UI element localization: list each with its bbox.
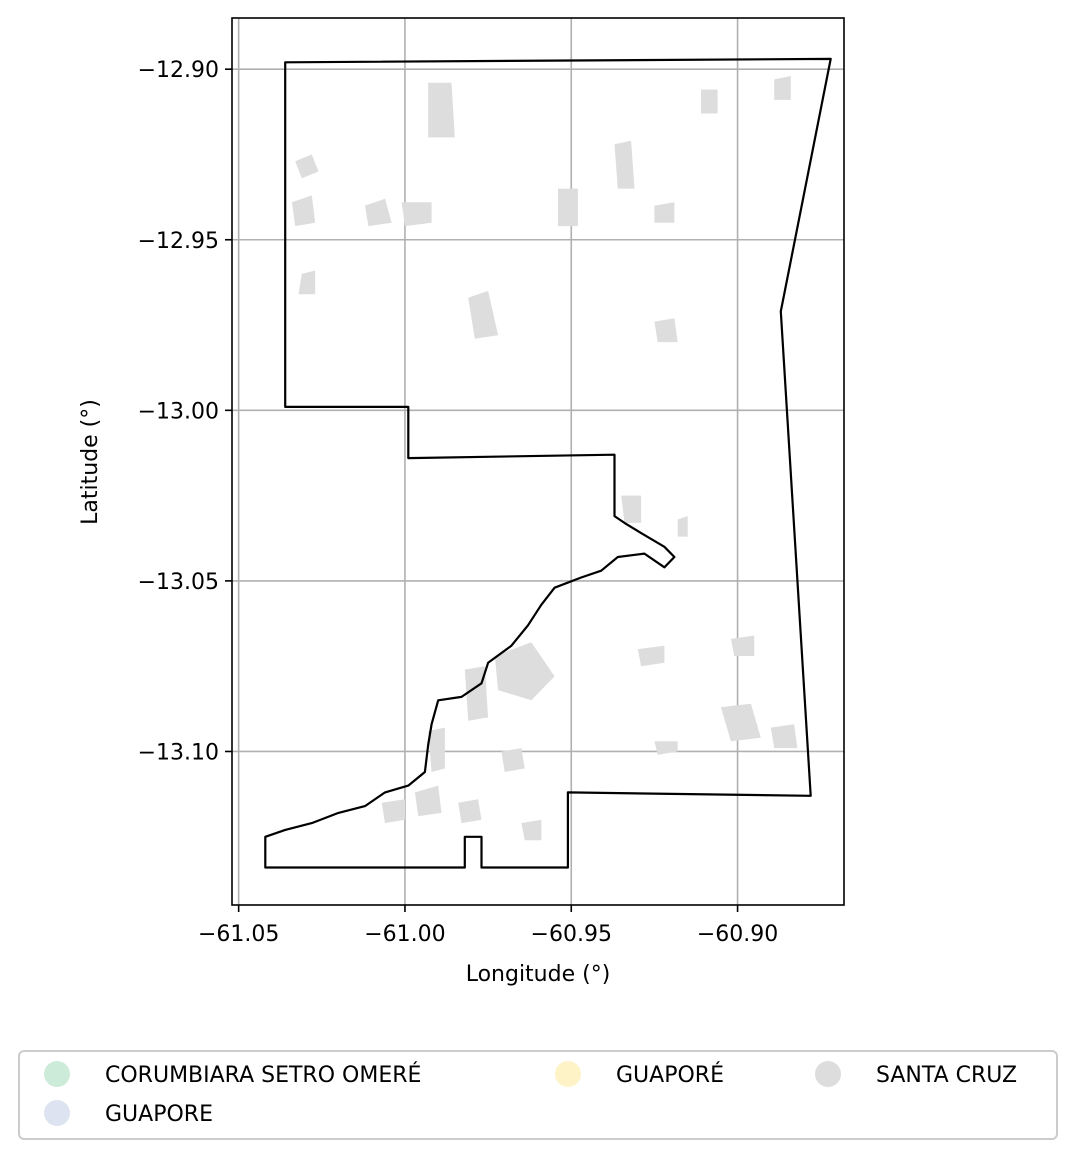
santa-cruz-region bbox=[428, 727, 445, 772]
legend-marker-guapore-accent bbox=[555, 1061, 581, 1087]
x-tick-label: −60.95 bbox=[531, 922, 612, 947]
x-axis: −61.05 −61.00 −60.95 −60.90 bbox=[198, 905, 778, 947]
santa-cruz-region bbox=[401, 202, 432, 227]
legend: CORUMBIARA SETRO OMERÉ GUAPORÉ SANTA CRU… bbox=[18, 1050, 1058, 1140]
santa-cruz-region bbox=[458, 799, 482, 824]
santa-cruz-region bbox=[621, 495, 642, 523]
santa-cruz-region bbox=[295, 154, 319, 179]
y-tick-label: −13.05 bbox=[138, 570, 219, 595]
santa-cruz-region bbox=[720, 703, 761, 742]
y-axis-label: Latitude (°) bbox=[78, 399, 103, 525]
santa-cruz-region bbox=[494, 642, 555, 701]
legend-marker-santa-cruz bbox=[815, 1061, 841, 1087]
y-tick-label: −13.00 bbox=[138, 399, 219, 424]
y-tick-label: −13.10 bbox=[138, 740, 219, 765]
santa-cruz-region bbox=[414, 785, 442, 817]
santa-cruz-region bbox=[614, 140, 635, 189]
y-axis: −12.90 −12.95 −13.00 −13.05 −13.10 bbox=[138, 58, 232, 765]
santa-cruz-region bbox=[428, 82, 455, 138]
santa-cruz-region bbox=[654, 741, 678, 755]
santa-cruz-region bbox=[558, 188, 578, 227]
santa-cruz-region bbox=[774, 76, 791, 100]
santa-cruz-region bbox=[654, 202, 675, 223]
legend-marker-guapore bbox=[44, 1100, 70, 1126]
santa-cruz-region bbox=[730, 635, 755, 656]
santa-cruz-region bbox=[637, 645, 665, 667]
x-axis-label: Longitude (°) bbox=[466, 962, 611, 987]
legend-label-santa-cruz: SANTA CRUZ bbox=[876, 1063, 1017, 1088]
santa-cruz-regions bbox=[291, 76, 798, 841]
santa-cruz-region bbox=[298, 270, 316, 295]
santa-cruz-region bbox=[521, 819, 542, 841]
legend-frame bbox=[18, 1050, 1058, 1140]
municipality-boundary bbox=[264, 57, 832, 869]
santa-cruz-region bbox=[468, 290, 499, 339]
legend-label-corumbiara: CORUMBIARA SETRO OMERÉ bbox=[105, 1062, 421, 1088]
x-tick-label: −61.05 bbox=[198, 922, 279, 947]
santa-cruz-region bbox=[770, 724, 798, 749]
santa-cruz-region bbox=[701, 89, 718, 114]
plot-frame bbox=[231, 17, 845, 906]
y-tick-label: −12.90 bbox=[138, 58, 219, 83]
legend-label-guapore: GUAPORE bbox=[105, 1102, 213, 1127]
santa-cruz-region bbox=[677, 516, 688, 537]
santa-cruz-region bbox=[381, 799, 405, 824]
santa-cruz-region bbox=[501, 748, 525, 772]
y-tick-label: −12.95 bbox=[138, 229, 219, 254]
santa-cruz-region bbox=[291, 195, 316, 227]
legend-marker-corumbiara bbox=[44, 1061, 70, 1087]
grid-lines bbox=[232, 18, 844, 905]
legend-label-guapore-accent: GUAPORÉ bbox=[616, 1062, 724, 1088]
santa-cruz-region bbox=[365, 198, 392, 227]
x-tick-label: −60.90 bbox=[697, 922, 778, 947]
santa-cruz-region bbox=[654, 318, 678, 343]
x-tick-label: −61.00 bbox=[364, 922, 445, 947]
